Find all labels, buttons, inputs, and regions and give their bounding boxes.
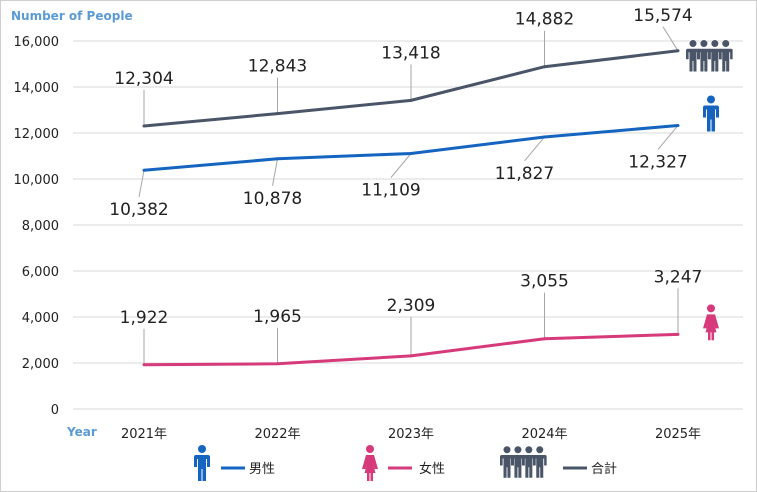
leader-line bbox=[138, 170, 145, 198]
series-end-icons bbox=[686, 40, 733, 341]
data-point bbox=[142, 168, 146, 172]
data-label: 3,247 bbox=[654, 267, 703, 287]
data-label: 10,878 bbox=[243, 189, 302, 209]
x-axis-ticks: 2021年 2022年 2023年 2024年 2025年 bbox=[121, 427, 701, 442]
data-point bbox=[543, 135, 546, 139]
y-tick-label: 6,000 bbox=[22, 265, 59, 280]
y-axis-ticks: 0 2,000 4,000 6,000 8,000 10,000 12,000 14,000 1… bbox=[14, 35, 60, 418]
x-axis-title: Year bbox=[66, 425, 97, 439]
data-point bbox=[276, 112, 279, 116]
people-group-icon bbox=[686, 40, 733, 72]
female-person-icon bbox=[703, 304, 719, 341]
data-label: 11,109 bbox=[361, 180, 420, 200]
legend-label: 合計 bbox=[591, 461, 617, 477]
y-tick-label: 0 bbox=[51, 403, 59, 418]
leader-line bbox=[662, 26, 679, 52]
leader-line bbox=[524, 136, 545, 162]
data-point bbox=[676, 332, 680, 336]
y-tick-label: 14,000 bbox=[14, 81, 60, 96]
data-point bbox=[276, 157, 279, 161]
data-point bbox=[409, 354, 413, 358]
data-point bbox=[142, 363, 146, 367]
data-point bbox=[409, 98, 413, 102]
y-axis-title: Number of People bbox=[11, 9, 133, 23]
female-person-icon bbox=[362, 445, 378, 481]
data-point bbox=[142, 124, 146, 128]
data-label: 2,309 bbox=[387, 296, 436, 316]
series-lines bbox=[142, 49, 680, 367]
data-point bbox=[543, 65, 546, 69]
y-tick-label: 4,000 bbox=[22, 311, 59, 326]
legend-label: 女性 bbox=[419, 461, 445, 477]
legend-label: 男性 bbox=[249, 462, 275, 477]
gridlines bbox=[73, 40, 743, 410]
x-tick-label: 2025年 bbox=[655, 427, 701, 442]
x-tick-label: 2022年 bbox=[254, 427, 300, 442]
data-label: 12,327 bbox=[628, 152, 687, 172]
data-point bbox=[276, 362, 279, 366]
y-tick-label: 12,000 bbox=[14, 127, 60, 142]
data-labels: 10,382 10,878 11,109 11,827 12,327 1,922 1,965… bbox=[109, 6, 702, 328]
data-point bbox=[543, 337, 546, 341]
leader-line bbox=[657, 125, 679, 150]
data-label: 13,418 bbox=[381, 43, 440, 63]
male-person-icon bbox=[703, 95, 719, 132]
data-label: 15,574 bbox=[633, 6, 692, 26]
legend: 男性 女性 合計 bbox=[194, 445, 617, 481]
y-tick-label: 16,000 bbox=[14, 35, 60, 50]
male-person-icon bbox=[194, 445, 210, 481]
data-label: 1,922 bbox=[120, 308, 169, 328]
data-label: 12,304 bbox=[114, 69, 173, 89]
label-leader-lines bbox=[138, 26, 679, 365]
data-label: 14,882 bbox=[515, 10, 574, 30]
y-tick-label: 2,000 bbox=[22, 357, 59, 372]
data-label: 11,827 bbox=[495, 164, 554, 184]
series-line bbox=[143, 123, 679, 172]
data-label: 3,055 bbox=[520, 272, 569, 292]
x-tick-label: 2023年 bbox=[388, 427, 434, 442]
data-label: 10,382 bbox=[109, 200, 168, 220]
data-point bbox=[676, 123, 680, 127]
data-label: 12,843 bbox=[248, 57, 307, 77]
y-tick-label: 10,000 bbox=[14, 173, 60, 188]
leader-line bbox=[272, 158, 278, 186]
x-tick-label: 2021年 bbox=[121, 427, 167, 442]
x-tick-label: 2024年 bbox=[521, 427, 567, 442]
data-point bbox=[676, 49, 680, 53]
data-point bbox=[409, 151, 413, 155]
y-tick-label: 8,000 bbox=[22, 219, 59, 234]
data-label: 1,965 bbox=[253, 307, 302, 327]
people-group-icon bbox=[500, 446, 547, 478]
leader-line bbox=[390, 153, 412, 178]
